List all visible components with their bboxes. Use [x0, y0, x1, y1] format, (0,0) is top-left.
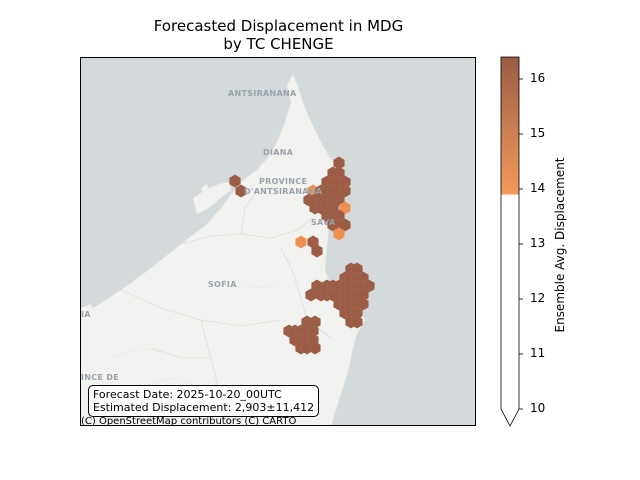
hexbin-cell [309, 341, 321, 355]
colorbar-tick-label: 11 [530, 346, 546, 360]
colorbar-gradient-segment [501, 57, 519, 195]
hexbin-layer [229, 156, 375, 355]
colorbar [500, 56, 523, 427]
hexbin-cell [295, 235, 307, 249]
map-title-line2: by TC CHENGE [223, 35, 334, 53]
region-boundary [120, 187, 332, 425]
estimated-displacement-text: Estimated Displacement: 2,903±11,412 [93, 401, 315, 414]
river [110, 277, 278, 389]
place-label-sofia: SOFIA [208, 280, 237, 289]
place-label-province-line1: PROVINCE [259, 177, 308, 186]
colorbar-tick-label: 14 [530, 181, 546, 195]
place-label-diana: DIANA [263, 148, 294, 157]
island [201, 184, 209, 192]
hexbin-cell [311, 244, 323, 258]
place-label-left-fragment: IA [81, 310, 91, 319]
colorbar-label: Ensemble Avg. Displacement [553, 157, 567, 333]
hexbin-cell [229, 174, 241, 188]
place-label-sava: SAVA [311, 218, 336, 227]
map-panel[interactable]: ANTSIRANANA DIANA PROVINCE D'ANTSIRANANA… [80, 57, 476, 426]
place-label-mahajanga-fragment: INCE DE [81, 373, 119, 382]
hexbin-cell [351, 315, 363, 329]
map-attribution: (C) OpenStreetMap contributors (C) CARTO [81, 416, 297, 427]
colorbar-tick-label: 15 [530, 126, 546, 140]
colorbar-tick-label: 16 [530, 71, 546, 85]
island [81, 304, 95, 316]
hexbin-cell [235, 184, 247, 198]
forecast-info-box: Forecast Date: 2025-10-20_00UTC Estimate… [88, 385, 320, 417]
colorbar-tick-label: 13 [530, 236, 546, 250]
colorbar-tick-label: 12 [530, 291, 546, 305]
map-title-line1: Forecasted Displacement in MDG [153, 17, 404, 35]
hexbin-cell [333, 227, 345, 241]
place-label-province-line2: D'ANTSIRANANA [244, 187, 323, 196]
hexbin-cell [333, 156, 345, 170]
hexbin-cell [307, 235, 319, 249]
basemap [81, 73, 375, 425]
place-label-antsiranana: ANTSIRANANA [228, 89, 297, 98]
colorbar-tick-label: 10 [530, 401, 546, 415]
forecast-date-text: Forecast Date: 2025-10-20_00UTC [93, 388, 282, 401]
colorbar-outline [500, 56, 520, 427]
colorbar-white-segment [501, 194, 519, 409]
land-northwest [192, 181, 232, 215]
